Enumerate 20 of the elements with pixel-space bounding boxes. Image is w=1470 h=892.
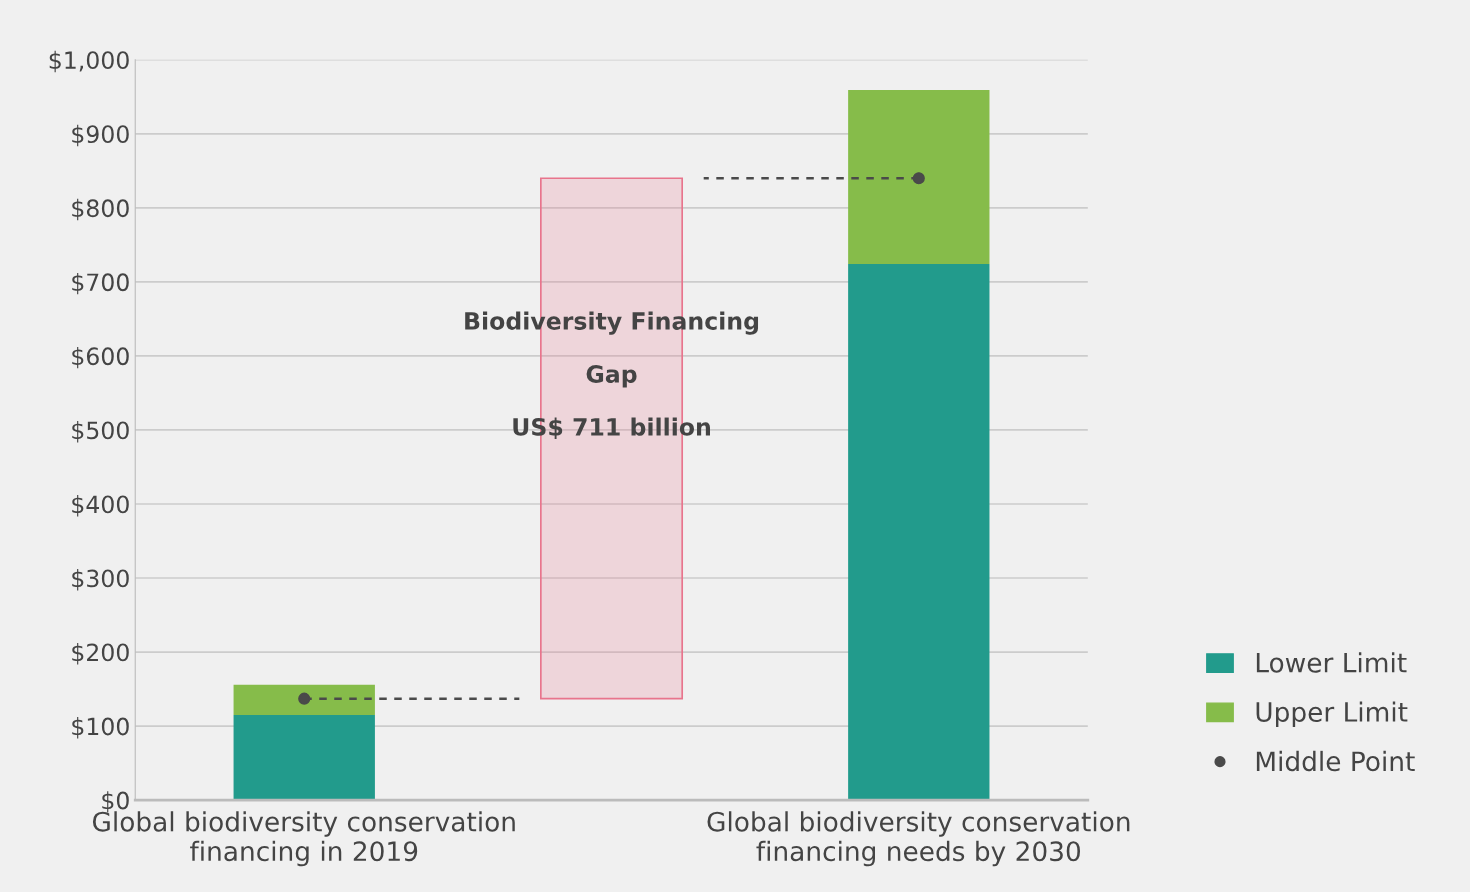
y-tick-label: $0 xyxy=(102,791,129,813)
x-tick-label: Global biodiversity conservation financing needs by 2030 xyxy=(707,811,1130,867)
bar xyxy=(848,264,990,801)
y-tick-label: $1,000 xyxy=(49,50,129,73)
legend-label: Middle Point xyxy=(1256,750,1415,772)
bar xyxy=(233,684,375,715)
y-tick-label: $600 xyxy=(72,346,129,369)
y-tick-label: $400 xyxy=(72,495,129,517)
bar xyxy=(233,714,375,801)
y-tick-label: $500 xyxy=(72,420,129,443)
y-tick-label: $800 xyxy=(72,198,129,221)
y-tick-label: $100 xyxy=(72,717,129,739)
y-tick-label: $200 xyxy=(72,643,129,665)
legend-label: Lower Limit xyxy=(1256,652,1407,673)
bar xyxy=(848,90,990,265)
legend-label: Upper Limit xyxy=(1256,701,1408,728)
y-tick-label: $900 xyxy=(72,124,129,147)
y-tick-label: $700 xyxy=(72,272,129,295)
y-tick-label: $300 xyxy=(72,569,129,591)
x-tick-label: Global biodiversity conservation financing in 2019 xyxy=(92,811,515,867)
